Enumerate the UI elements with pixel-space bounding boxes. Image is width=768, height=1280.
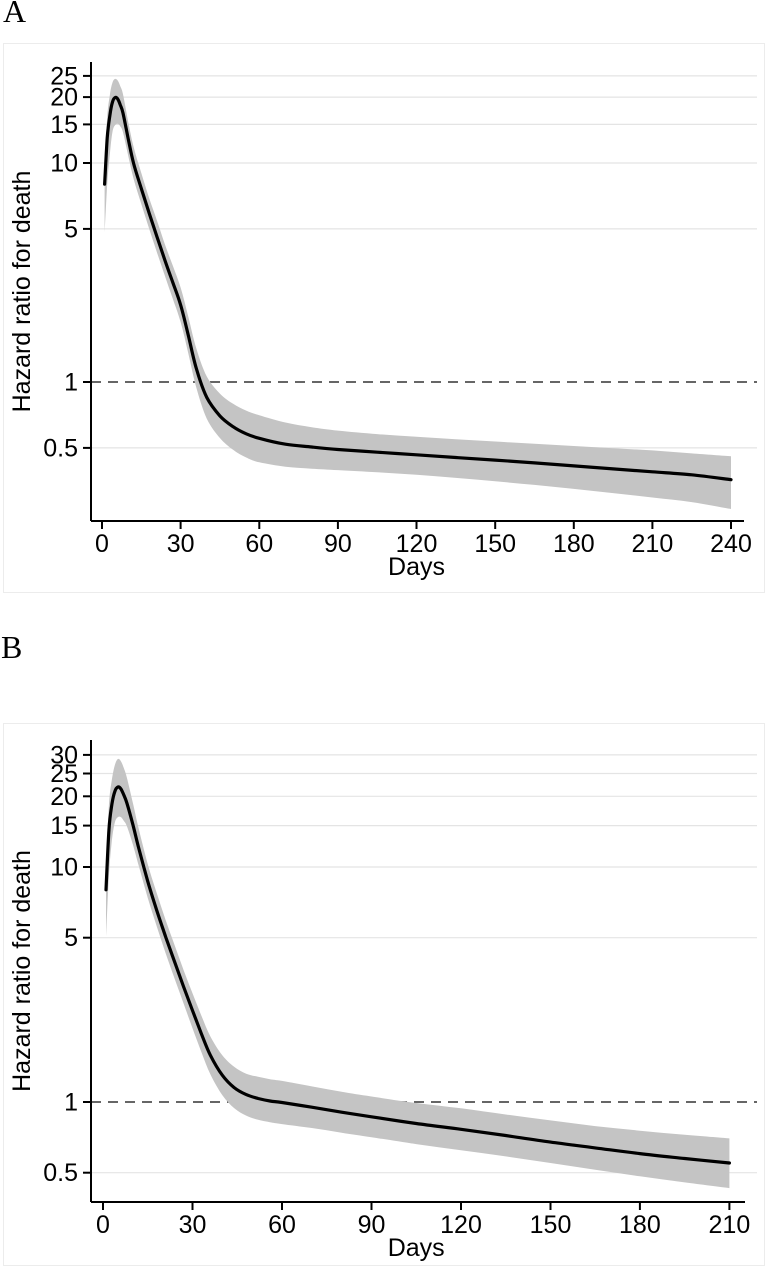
- panel-a: 25 20 15 10 5 1 0.5 0 30 60 90 120 150 180 210 240 Days H…: [3, 43, 765, 593]
- y-tick-label: 15: [50, 812, 78, 840]
- x-tick-label: 210: [632, 530, 674, 558]
- y-axis-title: Hazard ratio for death: [8, 850, 36, 1092]
- confidence-band: [104, 78, 732, 509]
- x-tick-label: 30: [179, 1211, 207, 1239]
- panel-a-label: A: [3, 0, 27, 29]
- x-tick-label: 0: [96, 1211, 110, 1239]
- y-tick-label: 15: [50, 111, 78, 139]
- x-tick-label: 30: [167, 530, 195, 558]
- x-tick-label: 120: [396, 530, 438, 558]
- y-tick-label: 0.5: [43, 434, 78, 462]
- y-tick-label: 0.5: [43, 1159, 78, 1187]
- x-tick-label: 60: [245, 530, 273, 558]
- x-tick-label: 240: [710, 530, 752, 558]
- y-tick-label: 5: [64, 215, 78, 243]
- y-tick-label: 5: [64, 924, 78, 952]
- x-tick-label: 120: [440, 1211, 482, 1239]
- y-tick-label: 30: [50, 741, 78, 769]
- x-tick-label: 180: [619, 1211, 661, 1239]
- x-tick-label: 90: [324, 530, 352, 558]
- y-tick-label: 25: [50, 62, 78, 90]
- x-axis-title: Days: [388, 1234, 445, 1262]
- panel-b: 30 25 20 15 10 5 1 0.5 0 30 60 90 120 150 180 210 Days Ha…: [3, 723, 765, 1266]
- x-tick-label: 90: [358, 1211, 386, 1239]
- confidence-band: [106, 758, 730, 1189]
- x-tick-label: 180: [553, 530, 595, 558]
- x-tick-label: 150: [530, 1211, 572, 1239]
- hazard-ratio-curve: [103, 95, 733, 482]
- x-tick-label: 150: [474, 530, 516, 558]
- x-tick-label: 60: [268, 1211, 296, 1239]
- x-axis-title: Days: [388, 553, 445, 581]
- x-tick-label: 210: [709, 1211, 751, 1239]
- y-tick-label: 1: [64, 369, 78, 397]
- y-tick-label: 25: [50, 760, 78, 788]
- panel-b-label: B: [1, 629, 23, 665]
- y-tick-label: 1: [64, 1089, 78, 1117]
- y-tick-label: 10: [50, 150, 78, 178]
- y-tick-label: 20: [50, 783, 78, 811]
- x-tick-label: 0: [95, 530, 109, 558]
- y-axis-title: Hazard ratio for death: [8, 171, 36, 413]
- y-tick-label: 20: [50, 84, 78, 112]
- hazard-ratio-curve: [104, 785, 731, 1165]
- y-tick-label: 10: [50, 854, 78, 882]
